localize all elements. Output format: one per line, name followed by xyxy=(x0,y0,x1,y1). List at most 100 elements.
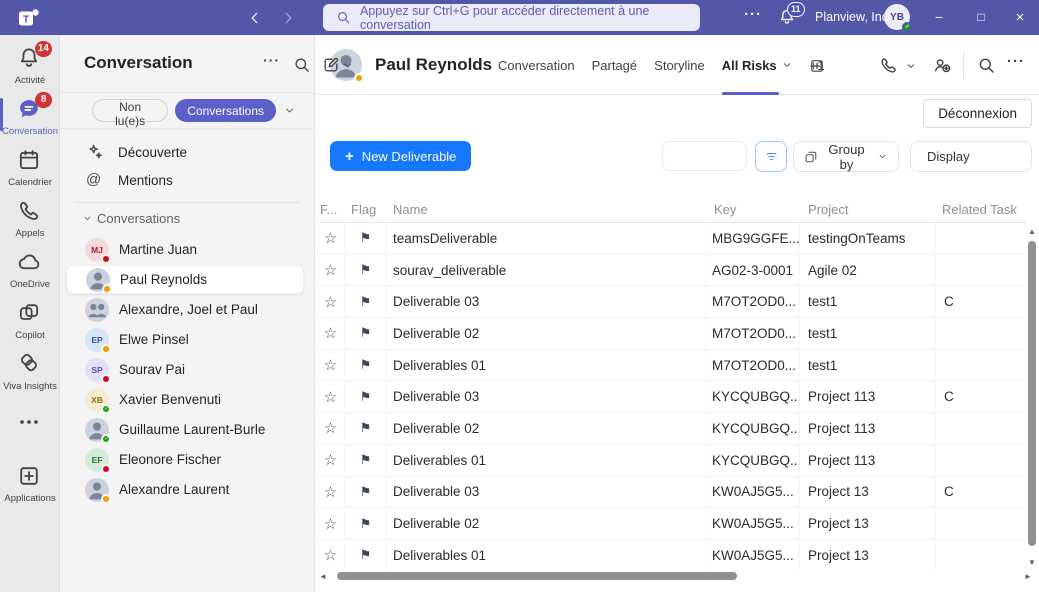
rail-item-conversation[interactable]: 8 Conversation xyxy=(0,92,60,137)
group-by-button[interactable]: Group by xyxy=(793,141,899,172)
deliverable-name[interactable]: Deliverable 03 xyxy=(387,381,706,413)
star-icon[interactable]: ☆ xyxy=(323,325,338,343)
flag-icon[interactable]: ⚑ xyxy=(359,515,372,531)
rail-item-activite[interactable]: 14 Activité xyxy=(0,41,60,86)
tab[interactable]: Partagé xyxy=(591,57,638,73)
flag-icon[interactable]: ⚑ xyxy=(359,230,372,246)
table-row[interactable]: ☆ ⚑ Deliverables 01 M7OT2OD0... test1 xyxy=(317,349,1026,382)
column-header[interactable]: Related Task xyxy=(942,201,1017,217)
filter-input[interactable] xyxy=(662,141,747,171)
scroll-down-arrow[interactable]: ▼ xyxy=(1028,558,1036,567)
flag-icon[interactable]: ⚑ xyxy=(359,483,372,499)
display-button[interactable]: Display xyxy=(910,141,1032,172)
deliverable-name[interactable]: Deliverables 01 xyxy=(387,444,706,476)
deliverable-name[interactable]: Deliverable 02 xyxy=(387,318,706,349)
close-button[interactable]: × xyxy=(1015,9,1025,26)
table-row[interactable]: ☆ ⚑ Deliverable 02 KYCQUBGQ... Project 1… xyxy=(317,413,1026,445)
sidebar-shortcut[interactable]: @ Mentions xyxy=(86,171,173,188)
collapse-filters-chevron[interactable] xyxy=(283,104,296,117)
star-icon[interactable]: ☆ xyxy=(323,420,338,438)
table-row[interactable]: ☆ ⚑ Deliverable 03 KYCQUBGQ... Project 1… xyxy=(317,381,1026,414)
back-button[interactable] xyxy=(245,8,265,28)
table-row[interactable]: ☆ ⚑ Deliverables 01 KW0AJ5G5... Project … xyxy=(317,539,1026,569)
rail-item-appels[interactable]: Appels xyxy=(0,197,60,239)
tab[interactable]: Storyline xyxy=(654,57,705,73)
new-deliverable-button[interactable]: + New Deliverable xyxy=(330,141,472,171)
search-bar[interactable]: Appuyez sur Ctrl+G pour accéder directem… xyxy=(323,4,700,32)
forward-button[interactable] xyxy=(278,8,298,28)
tab[interactable]: All Risks xyxy=(721,35,793,95)
sidebar-shortcut[interactable]: Découverte xyxy=(60,138,314,166)
rail-item-viva-insights[interactable]: Viva Insights xyxy=(0,350,60,392)
star-icon[interactable]: ☆ xyxy=(323,357,338,375)
flag-icon[interactable]: ⚑ xyxy=(359,357,372,373)
chat-item[interactable]: MJ Martine Juan xyxy=(66,235,304,264)
vertical-scrollbar[interactable]: ▲ ▼ xyxy=(1026,225,1038,569)
new-chat-dropdown-chevron[interactable] xyxy=(341,59,361,79)
flag-icon[interactable]: ⚑ xyxy=(359,452,372,468)
column-header[interactable]: F... xyxy=(320,201,338,217)
chat-item[interactable]: Guillaume Laurent-Burle xyxy=(66,415,304,444)
deliverable-name[interactable]: sourav_deliverable xyxy=(387,254,706,286)
rail-item-copilot[interactable]: Copilot xyxy=(0,299,60,341)
horizontal-scroll-track[interactable] xyxy=(329,569,1022,583)
rail-item-applications[interactable]: Applications xyxy=(0,462,60,504)
chat-item[interactable]: XB Xavier Benvenuti xyxy=(66,385,304,414)
star-icon[interactable]: ☆ xyxy=(323,483,338,501)
chat-item[interactable]: SP Sourav Pai xyxy=(66,355,304,384)
add-tab-button[interactable] xyxy=(809,58,825,74)
column-header[interactable]: Name xyxy=(393,201,428,217)
org-name[interactable]: Planview, Inc. xyxy=(815,10,892,24)
logout-button[interactable]: Déconnexion xyxy=(923,99,1032,128)
star-icon[interactable]: ☆ xyxy=(323,230,338,248)
table-row[interactable]: ☆ ⚑ sourav_deliverable AG02-3-0001 Agile… xyxy=(317,254,1026,287)
deliverable-name[interactable]: teamsDeliverable xyxy=(387,223,706,254)
chat-item[interactable]: Alexandre, Joel et Paul xyxy=(66,295,304,324)
flag-icon[interactable]: ⚑ xyxy=(359,388,372,404)
star-icon[interactable]: ☆ xyxy=(323,262,338,280)
star-icon[interactable]: ☆ xyxy=(323,388,338,406)
table-row[interactable]: ☆ ⚑ Deliverable 03 M7OT2OD0... test1 C xyxy=(317,286,1026,319)
column-header[interactable]: Project xyxy=(808,201,849,217)
deliverable-name[interactable]: Deliverable 02 xyxy=(387,508,706,539)
horizontal-scrollbar[interactable]: ◄ ► xyxy=(317,569,1034,583)
search-in-chat-button[interactable] xyxy=(977,56,996,75)
table-row[interactable]: ☆ ⚑ Deliverable 02 M7OT2OD0... test1 xyxy=(317,318,1026,350)
search-chats-button[interactable] xyxy=(293,56,313,76)
notifications-button[interactable]: 11 xyxy=(778,2,805,28)
flag-icon[interactable]: ⚑ xyxy=(359,262,372,278)
rail-item-more[interactable] xyxy=(0,408,60,436)
flag-icon[interactable]: ⚑ xyxy=(359,547,372,563)
flag-icon[interactable]: ⚑ xyxy=(359,420,372,436)
table-row[interactable]: ☆ ⚑ teamsDeliverable MBG9GGFE... testing… xyxy=(317,223,1026,255)
call-options-chevron[interactable] xyxy=(905,60,924,79)
deliverable-name[interactable]: Deliverables 01 xyxy=(387,349,706,381)
vertical-scroll-thumb[interactable] xyxy=(1028,241,1036,546)
scroll-left-arrow[interactable]: ◄ xyxy=(319,571,327,581)
flag-icon[interactable]: ⚑ xyxy=(359,325,372,341)
horizontal-scroll-thumb[interactable] xyxy=(337,572,737,580)
table-row[interactable]: ☆ ⚑ Deliverable 02 KW0AJ5G5... Project 1… xyxy=(317,508,1026,540)
chat-item[interactable]: EP Elwe Pinsel xyxy=(66,325,304,354)
chat-item[interactable]: Paul Reynolds xyxy=(66,265,304,294)
deliverable-name[interactable]: Deliverables 01 xyxy=(387,539,706,569)
filter-button[interactable] xyxy=(755,141,787,172)
star-icon[interactable]: ☆ xyxy=(323,452,338,470)
column-header[interactable]: Key xyxy=(714,201,737,217)
add-people-button[interactable] xyxy=(933,56,952,75)
filter-pill[interactable]: Non lu(e)s xyxy=(92,99,169,128)
scroll-up-arrow[interactable]: ▲ xyxy=(1028,227,1036,236)
deliverable-name[interactable]: Deliverable 02 xyxy=(387,413,706,444)
chevron-down-icon[interactable] xyxy=(781,59,793,71)
call-button[interactable] xyxy=(879,56,898,75)
tab[interactable]: Conversation xyxy=(498,57,575,73)
filter-pill[interactable]: Conversations xyxy=(175,99,276,122)
chat-more-button[interactable]: ··· xyxy=(1007,53,1025,70)
user-avatar[interactable]: YB xyxy=(884,4,912,32)
chat-item[interactable]: EF Eleonore Fischer xyxy=(66,445,304,474)
chat-options-button[interactable]: ··· xyxy=(263,52,280,68)
scroll-right-arrow[interactable]: ► xyxy=(1024,571,1032,581)
new-chat-button[interactable] xyxy=(322,56,342,76)
maximize-button[interactable]: □ xyxy=(977,10,985,24)
column-header[interactable]: Flag xyxy=(351,201,377,217)
